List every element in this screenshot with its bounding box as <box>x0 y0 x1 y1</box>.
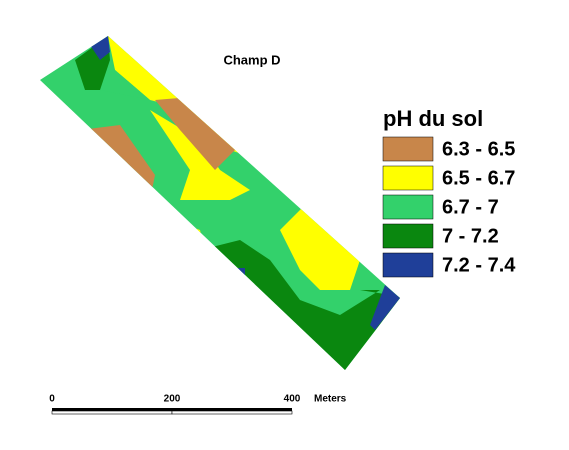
legend-label: 6.3 - 6.5 <box>442 138 515 160</box>
legend-swatch <box>382 165 434 191</box>
scale-segment <box>51 410 173 415</box>
legend-label: 6.7 - 7 <box>442 196 499 218</box>
legend-label: 7.2 - 7.4 <box>442 254 516 276</box>
legend-title: pH du sol <box>383 106 483 131</box>
scale-label: 0 <box>49 394 55 405</box>
legend-label: 6.5 - 6.7 <box>442 167 515 189</box>
legend-swatch <box>382 223 434 249</box>
scale-segment <box>52 408 172 411</box>
scale-segment <box>172 408 292 411</box>
legend-swatch <box>382 194 434 220</box>
scale-unit: Meters <box>314 394 347 405</box>
legend-swatch <box>382 136 434 162</box>
scale-label: 400 <box>284 394 301 405</box>
map-title: Champ D <box>223 52 280 67</box>
scale-label: 200 <box>164 394 181 405</box>
legend: 6.3 - 6.5 6.5 - 6.7 6.7 - 7 7 - 7.2 7.2 - 7.… <box>382 136 516 278</box>
legend-label: 7 - 7.2 <box>442 225 499 247</box>
scale-bar: 0 200 400 Meters <box>49 394 347 415</box>
legend-swatch <box>382 252 434 278</box>
scale-segment <box>171 410 293 415</box>
